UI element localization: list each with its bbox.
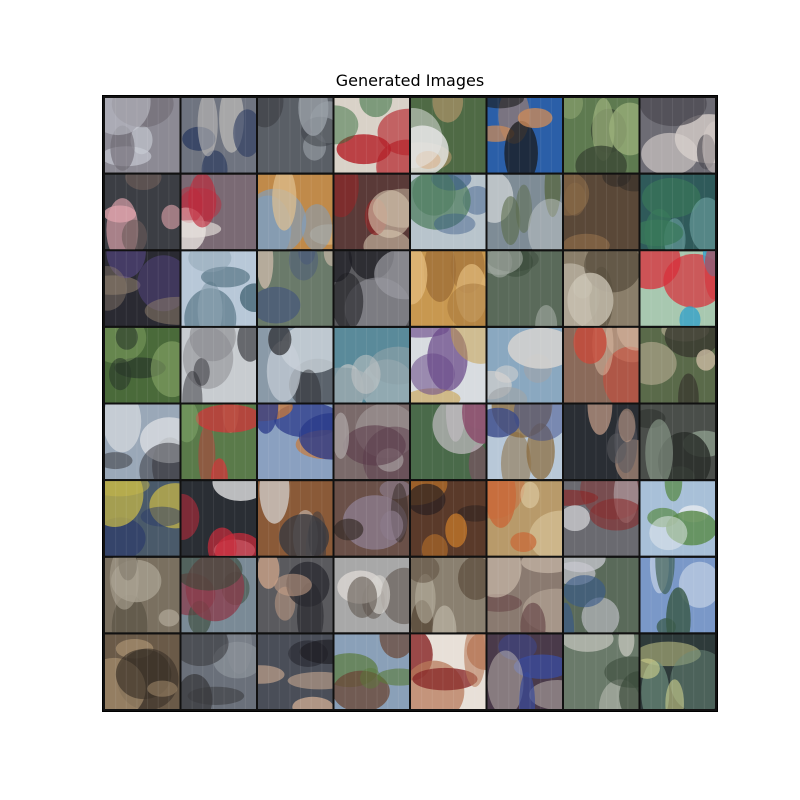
generated-image-tile (564, 251, 639, 326)
generated-image-tile (258, 634, 333, 709)
figure-title: Generated Images (335, 71, 485, 90)
generated-image-tile (258, 404, 333, 480)
generated-image-tile (564, 557, 639, 633)
generated-image-tile (258, 327, 333, 403)
generated-image-tile (105, 557, 180, 633)
generated-image-tile (181, 327, 256, 403)
generated-image-tile (487, 557, 562, 633)
generated-image-tile (334, 98, 409, 173)
image-grid-canvas (105, 98, 715, 709)
generated-image-tile (181, 98, 256, 173)
generated-image-tile (181, 481, 256, 556)
generated-image-tile (564, 98, 639, 173)
generated-image-tile (334, 174, 409, 250)
generated-image-tile (258, 174, 333, 250)
generated-image-tile (411, 634, 486, 709)
generated-image-tile (181, 404, 256, 480)
generated-image-tile (487, 251, 562, 326)
generated-image-tile (105, 98, 180, 173)
generated-image-tile (411, 98, 486, 173)
generated-image-tile (411, 557, 486, 633)
generated-image-tile (564, 327, 639, 403)
generated-image-tile (334, 327, 409, 403)
generated-image-tile (258, 481, 333, 556)
generated-image-tile (487, 327, 562, 403)
generated-image-tile (487, 404, 562, 480)
generated-image-tile (640, 481, 715, 556)
generated-image-tile (258, 557, 333, 633)
generated-image-tile (487, 98, 562, 173)
generated-image-tile (564, 404, 639, 480)
generated-image-tile (334, 251, 409, 326)
generated-image-tile (334, 634, 409, 709)
generated-image-tile (105, 174, 180, 250)
generated-image-tile (640, 327, 715, 403)
generated-image-tile (105, 634, 180, 709)
generated-image-tile (181, 634, 256, 709)
generated-image-tile (105, 251, 180, 326)
generated-image-tile (640, 174, 715, 250)
generated-image-tile (411, 404, 486, 480)
image-grid (102, 95, 718, 712)
generated-image-tile (564, 481, 639, 556)
generated-image-tile (487, 481, 562, 556)
generated-image-tile (564, 634, 639, 709)
generated-image-tile (334, 481, 409, 556)
generated-image-tile (564, 174, 639, 250)
generated-image-tile (640, 404, 715, 480)
generated-image-tile (334, 557, 409, 633)
generated-image-tile (181, 557, 256, 633)
generated-image-tile (640, 251, 715, 326)
generated-image-tile (640, 634, 715, 709)
generated-image-tile (258, 98, 333, 173)
generated-image-tile (487, 174, 562, 250)
generated-image-tile (258, 251, 333, 326)
generated-image-tile (411, 481, 486, 556)
generated-image-tile (105, 404, 180, 480)
generated-image-tile (181, 251, 256, 326)
generated-image-tile (411, 251, 486, 326)
generated-image-tile (334, 404, 409, 480)
generated-image-tile (640, 98, 715, 173)
generated-image-tile (487, 634, 562, 709)
generated-image-tile (411, 174, 486, 250)
generated-image-tile (640, 557, 715, 633)
generated-image-tile (411, 327, 486, 403)
generated-image-tile (105, 481, 180, 556)
generated-image-tile (105, 327, 180, 403)
generated-image-tile (181, 174, 256, 250)
